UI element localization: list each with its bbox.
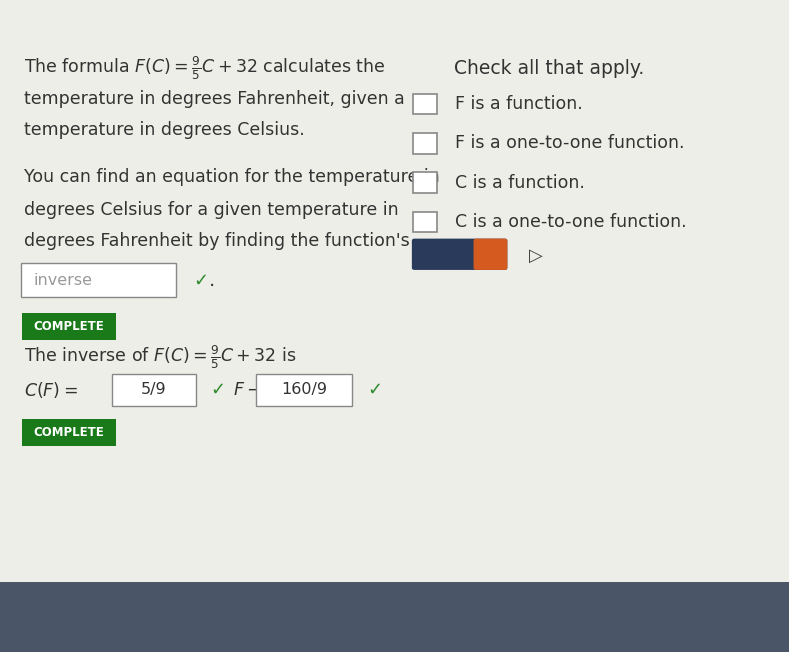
Text: degrees Fahrenheit by finding the function's: degrees Fahrenheit by finding the functi… (24, 232, 409, 250)
Text: ▷: ▷ (529, 246, 543, 265)
Text: ✓: ✓ (484, 247, 496, 261)
FancyBboxPatch shape (473, 239, 507, 270)
Text: DONE: DONE (430, 247, 475, 261)
FancyBboxPatch shape (413, 94, 437, 115)
FancyBboxPatch shape (413, 211, 437, 231)
Text: F is a one-to-one function.: F is a one-to-one function. (455, 134, 685, 153)
FancyBboxPatch shape (412, 239, 507, 270)
Text: .: . (209, 271, 215, 290)
Text: ✓: ✓ (193, 271, 208, 289)
Text: You can find an equation for the temperature in: You can find an equation for the tempera… (24, 168, 439, 186)
Text: ✓: ✓ (211, 381, 226, 399)
Text: temperature in degrees Celsius.: temperature in degrees Celsius. (24, 121, 305, 140)
FancyBboxPatch shape (413, 172, 437, 193)
Text: degrees Celsius for a given temperature in: degrees Celsius for a given temperature … (24, 201, 398, 219)
Text: Check all that apply.: Check all that apply. (454, 59, 644, 78)
FancyBboxPatch shape (22, 419, 116, 446)
Text: ✓: ✓ (367, 381, 382, 399)
FancyBboxPatch shape (256, 374, 352, 406)
FancyBboxPatch shape (413, 133, 437, 153)
Text: C is a one-to-one function.: C is a one-to-one function. (455, 213, 687, 231)
Text: COMPLETE: COMPLETE (34, 320, 104, 333)
Text: C is a function.: C is a function. (455, 173, 585, 192)
Text: 160/9: 160/9 (281, 382, 327, 398)
FancyBboxPatch shape (22, 313, 116, 340)
Text: $F -$: $F -$ (233, 381, 261, 399)
FancyBboxPatch shape (112, 374, 196, 406)
Text: The inverse of $F(C) = \frac{9}{5}C + 32$ is: The inverse of $F(C) = \frac{9}{5}C + 32… (24, 344, 296, 371)
FancyBboxPatch shape (21, 263, 176, 297)
Text: $C(F) =$: $C(F) =$ (24, 380, 77, 400)
Text: The formula $F(C) = \frac{9}{5}C + 32$ calculates the: The formula $F(C) = \frac{9}{5}C + 32$ c… (24, 55, 385, 82)
Text: F is a function.: F is a function. (455, 95, 583, 113)
FancyBboxPatch shape (0, 582, 789, 652)
Text: inverse: inverse (33, 273, 92, 288)
Text: temperature in degrees Fahrenheit, given a: temperature in degrees Fahrenheit, given… (24, 90, 405, 108)
Text: 5/9: 5/9 (141, 382, 166, 398)
Text: COMPLETE: COMPLETE (34, 426, 104, 439)
